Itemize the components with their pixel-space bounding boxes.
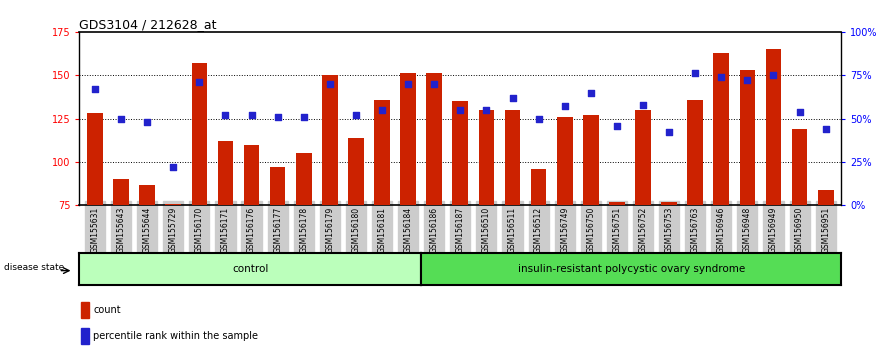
Point [766,73,781,78]
Bar [87,113,103,205]
Point [558,104,572,109]
Bar [81,302,90,318]
Bar [81,328,90,344]
Point [740,78,754,83]
Bar [139,184,155,205]
Point [584,90,598,96]
Bar [714,53,729,205]
Point [662,130,676,135]
Bar [400,74,416,205]
Point [167,164,181,170]
Bar [270,167,285,205]
Bar [374,99,390,205]
Point [375,107,389,113]
Point [88,86,102,92]
Bar [557,117,573,205]
Point [322,81,337,87]
Point [192,79,206,85]
Point [506,95,520,101]
Bar [505,110,521,205]
Bar [191,63,207,205]
Text: control: control [232,264,269,274]
Point [427,81,441,87]
Point [453,107,467,113]
Bar [792,129,807,205]
Point [401,81,415,87]
Text: percentile rank within the sample: percentile rank within the sample [93,331,258,341]
Bar [739,70,755,205]
Bar [818,190,833,205]
Text: count: count [93,305,121,315]
Point [270,114,285,120]
Point [114,116,128,121]
Bar [322,75,337,205]
Bar [583,115,599,205]
Bar [244,144,259,205]
Bar [635,110,651,205]
Point [688,71,702,76]
Point [140,119,154,125]
Bar [453,101,468,205]
Text: insulin-resistant polycystic ovary syndrome: insulin-resistant polycystic ovary syndr… [517,264,744,274]
Point [714,74,729,80]
Bar [166,204,181,205]
Point [245,112,259,118]
Point [793,109,807,114]
Point [818,126,833,132]
Bar [478,110,494,205]
Point [610,123,624,129]
Text: GDS3104 / 212628_at: GDS3104 / 212628_at [79,18,217,31]
Point [297,114,311,120]
Point [218,112,233,118]
Point [531,116,545,121]
Bar [114,179,129,205]
Bar [426,74,442,205]
Bar [530,169,546,205]
Bar [766,49,781,205]
Bar [218,141,233,205]
Bar [296,153,312,205]
Point [479,107,493,113]
Bar [687,99,703,205]
Point [636,102,650,108]
Bar [662,202,677,205]
Bar [348,138,364,205]
Point [349,112,363,118]
Bar [609,202,625,205]
Text: disease state: disease state [4,263,64,272]
